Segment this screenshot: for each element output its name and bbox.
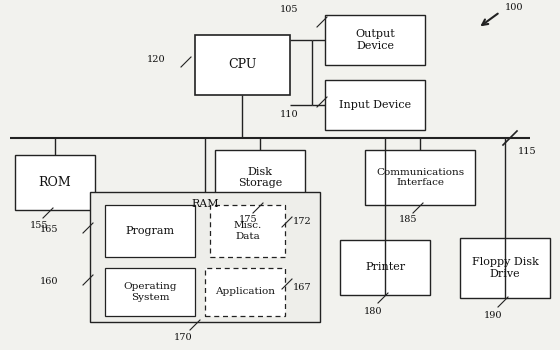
- Text: Communications
Interface: Communications Interface: [376, 168, 464, 187]
- Bar: [460, 238, 550, 298]
- Bar: [215, 150, 305, 205]
- Text: 165: 165: [40, 225, 58, 234]
- Text: 100: 100: [505, 4, 524, 13]
- Text: 185: 185: [399, 216, 417, 224]
- Bar: [325, 15, 425, 65]
- Text: 160: 160: [40, 278, 58, 287]
- Bar: [340, 240, 430, 295]
- Bar: [325, 80, 425, 130]
- Text: 172: 172: [293, 217, 312, 226]
- Bar: [205, 268, 285, 316]
- Text: 115: 115: [518, 147, 536, 156]
- Text: RAM: RAM: [191, 199, 219, 209]
- Text: ROM: ROM: [39, 176, 71, 189]
- Text: 167: 167: [293, 282, 311, 292]
- Bar: [210, 205, 285, 257]
- Bar: [15, 155, 95, 210]
- Text: 175: 175: [239, 216, 257, 224]
- Bar: [105, 268, 195, 316]
- Text: Application: Application: [215, 287, 275, 296]
- Bar: [90, 192, 320, 322]
- Text: Operating
System: Operating System: [123, 282, 177, 302]
- Text: Disk
Storage: Disk Storage: [238, 167, 282, 188]
- Bar: [195, 35, 290, 95]
- Text: 180: 180: [364, 308, 382, 316]
- Text: 155: 155: [30, 220, 49, 230]
- Text: Program: Program: [125, 226, 175, 236]
- Text: 105: 105: [279, 6, 298, 14]
- Text: 190: 190: [484, 312, 502, 321]
- Text: Output
Device: Output Device: [355, 29, 395, 51]
- Text: CPU: CPU: [228, 58, 256, 71]
- Text: 170: 170: [174, 332, 192, 342]
- Bar: [105, 205, 195, 257]
- Bar: [365, 150, 475, 205]
- Text: Floppy Disk
Drive: Floppy Disk Drive: [472, 257, 538, 279]
- Text: Input Device: Input Device: [339, 100, 411, 110]
- Text: 120: 120: [146, 56, 165, 64]
- Text: Misc.
Data: Misc. Data: [234, 221, 262, 241]
- Text: 110: 110: [279, 111, 298, 119]
- Text: Printer: Printer: [365, 262, 405, 273]
